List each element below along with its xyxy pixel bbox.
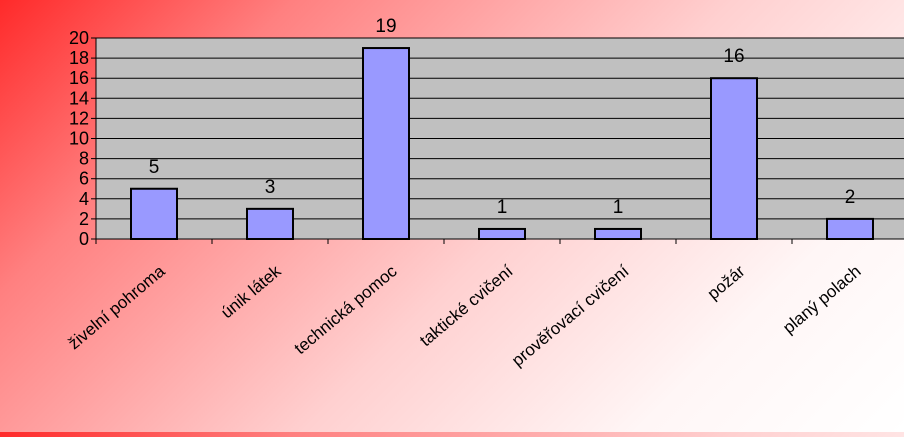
bar — [710, 77, 758, 240]
x-tick-label: planý polach — [779, 262, 864, 338]
bar — [478, 227, 526, 240]
bar — [362, 47, 410, 240]
y-tick-label: 4 — [79, 189, 89, 209]
x-tick-label: únik látek — [217, 261, 285, 322]
x-tick-label: živelní pohroma — [64, 261, 169, 353]
data-labels: 5 3 19 1 1 16 2 — [149, 16, 856, 218]
y-tick-label: 14 — [69, 88, 89, 108]
bar — [594, 227, 642, 240]
y-tick-label: 2 — [79, 209, 89, 229]
x-tick-label: taktické cvičení — [416, 261, 517, 350]
axes — [95, 38, 904, 244]
data-label: 2 — [845, 187, 856, 208]
data-label: 1 — [497, 197, 508, 218]
data-label: 5 — [149, 157, 160, 178]
x-tick-label: prověřovací cvičení — [508, 261, 633, 370]
y-tick-label: 20 — [69, 28, 89, 48]
y-tick-label: 8 — [79, 149, 89, 169]
bar — [826, 217, 874, 240]
x-tick-label: technická pomoc — [291, 261, 401, 358]
y-tick-label: 10 — [69, 129, 89, 149]
data-label: 1 — [613, 197, 624, 218]
data-label: 3 — [265, 177, 276, 198]
x-tick-labels: živelní pohroma únik látek technická pomoc… — [64, 261, 864, 370]
bar — [130, 187, 178, 240]
x-tick-label: požár — [704, 261, 749, 303]
gridlines — [91, 37, 904, 240]
data-label: 19 — [375, 16, 396, 37]
y-tick-label: 6 — [79, 169, 89, 189]
y-tick-label: 12 — [69, 108, 89, 128]
y-tick-label: 16 — [69, 68, 89, 88]
bar — [246, 207, 294, 241]
y-tick-label: 18 — [69, 48, 89, 68]
data-label: 16 — [723, 46, 744, 67]
y-tick-label: 0 — [79, 229, 89, 249]
